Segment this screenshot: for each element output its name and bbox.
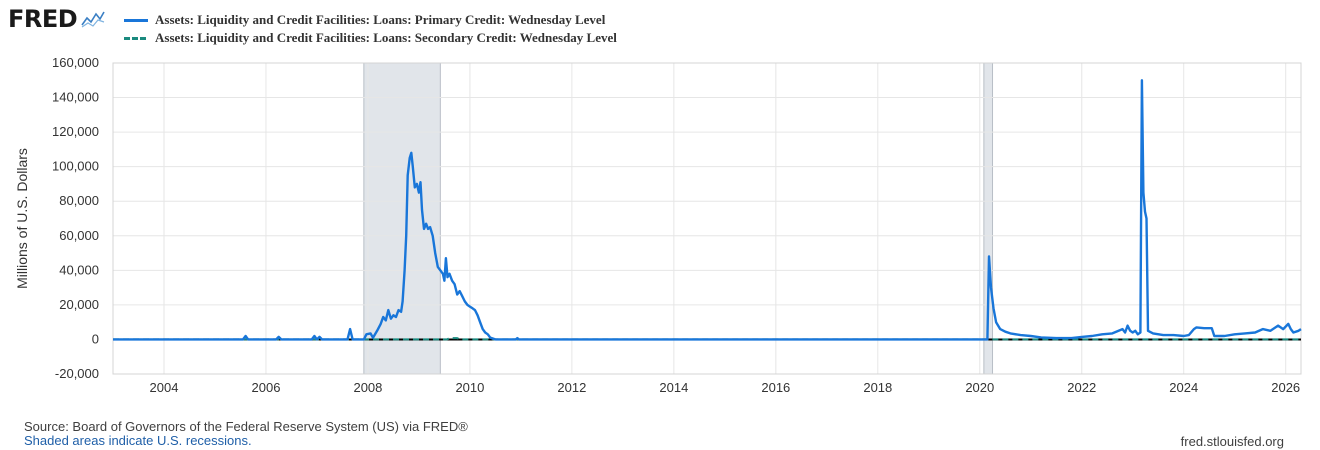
legend-item-secondary[interactable]: Assets: Liquidity and Credit Facilities:… — [124, 29, 617, 47]
x-tick-label: 2016 — [761, 380, 790, 395]
recession-note: Shaded areas indicate U.S. recessions. — [24, 433, 252, 448]
series-line-secondary — [113, 337, 1301, 341]
y-axis-label: Millions of U.S. Dollars — [14, 148, 30, 289]
y-tick-label: 40,000 — [59, 262, 99, 277]
fred-url[interactable]: fred.stlouisfed.org — [1180, 434, 1284, 449]
x-tick-label: 2012 — [557, 380, 586, 395]
recession-band-0 — [363, 63, 441, 374]
legend-item-primary[interactable]: Assets: Liquidity and Credit Facilities:… — [124, 11, 617, 29]
y-tick-label: 60,000 — [59, 228, 99, 243]
y-tick-label: -20,000 — [55, 366, 99, 381]
y-tick-label: 140,000 — [52, 90, 99, 105]
chart-legend: Assets: Liquidity and Credit Facilities:… — [124, 11, 617, 47]
fred-logo-text: FRED — [8, 5, 78, 33]
source-note: Source: Board of Governors of the Federa… — [24, 419, 468, 434]
y-tick-label: 20,000 — [59, 297, 99, 312]
x-tick-label: 2006 — [252, 380, 281, 395]
x-tick-label: 2008 — [353, 380, 382, 395]
legend-label-secondary: Assets: Liquidity and Credit Facilities:… — [155, 30, 617, 45]
x-tick-label: 2020 — [965, 380, 994, 395]
y-tick-label: 160,000 — [52, 55, 99, 70]
plot-area[interactable]: -20,000 0 20,000 40,000 60,000 80,000 100,000 1… — [0, 0, 1320, 410]
legend-swatch-primary — [124, 18, 148, 22]
y-tick-label: 0 — [92, 331, 99, 346]
x-tick-label: 2024 — [1169, 380, 1198, 395]
x-tick-label: 2018 — [863, 380, 892, 395]
legend-swatch-secondary — [124, 36, 146, 40]
recession-band-1 — [983, 63, 993, 374]
x-tick-label: 2014 — [659, 380, 688, 395]
x-tick-label: 2004 — [150, 380, 179, 395]
y-tick-label: 80,000 — [59, 193, 99, 208]
x-tick-label: 2026 — [1271, 380, 1300, 395]
x-tick-label: 2010 — [455, 380, 484, 395]
series-line-primary — [113, 79, 1302, 341]
fred-logo[interactable]: FRED — [8, 5, 106, 33]
plot-frame — [112, 62, 1302, 375]
legend-label-primary: Assets: Liquidity and Credit Facilities:… — [155, 12, 606, 27]
y-tick-label: 120,000 — [52, 124, 99, 139]
trend-line-icon — [81, 11, 105, 28]
y-tick-label: 100,000 — [52, 159, 99, 174]
x-tick-label: 2022 — [1067, 380, 1096, 395]
